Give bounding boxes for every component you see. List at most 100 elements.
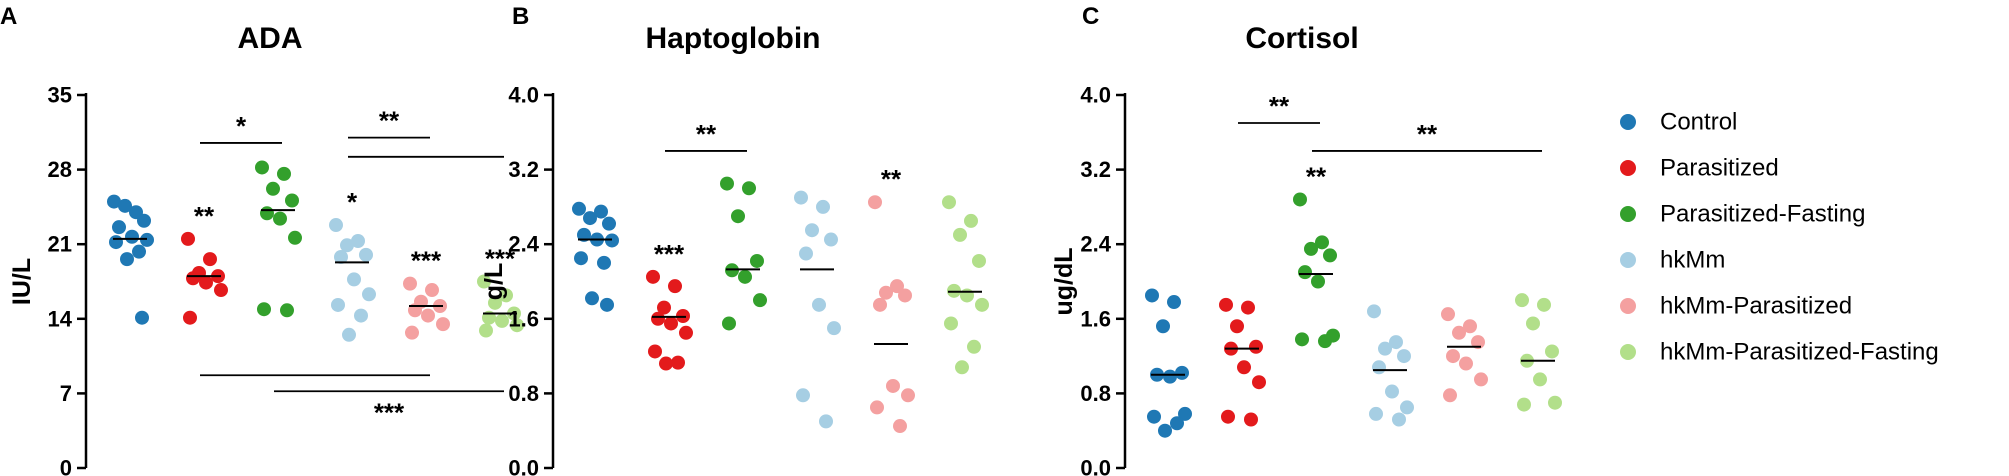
- data-point: [112, 220, 126, 235]
- data-point: [199, 275, 213, 290]
- significance-label: ***: [485, 244, 516, 274]
- data-point: [403, 276, 417, 291]
- bracket-label: **: [696, 119, 717, 149]
- data-point: [137, 213, 151, 228]
- group-hkmm-parasitized-fasting: [1515, 293, 1562, 412]
- data-point: [1244, 412, 1258, 427]
- data-point: [1372, 360, 1386, 375]
- data-point: [1446, 349, 1460, 364]
- group-hkmm: *: [329, 187, 376, 342]
- data-point: [1452, 325, 1466, 340]
- data-point: [1315, 235, 1329, 250]
- data-point: [816, 199, 830, 214]
- data-point: [477, 274, 491, 289]
- group-parasitized: ***: [646, 239, 693, 371]
- data-point: [890, 279, 904, 294]
- data-point: [827, 321, 841, 336]
- y-tick-label: 14: [48, 306, 73, 331]
- legend: Control Parasitized Parasitized-Fasting hkM…: [1620, 109, 1939, 366]
- data-point: [118, 198, 132, 213]
- data-point: [731, 209, 745, 224]
- data-point: [109, 235, 123, 250]
- data-point: [1389, 335, 1403, 350]
- y-tick-label: 1.6: [1080, 306, 1111, 331]
- legend-label: hkMm-Parasitized-Fasting: [1660, 339, 1939, 366]
- y-tick-label: 35: [48, 83, 72, 108]
- data-point: [354, 308, 368, 323]
- data-point: [738, 269, 752, 284]
- data-point: [1526, 316, 1540, 331]
- data-point: [1175, 365, 1189, 380]
- legend-marker: [1620, 206, 1636, 222]
- significance-label: **: [194, 201, 215, 231]
- data-point: [898, 288, 912, 303]
- y-tick-label: 2.4: [508, 232, 539, 257]
- legend-label: hkMm: [1660, 247, 1725, 274]
- data-point: [425, 283, 439, 298]
- data-point: [273, 211, 287, 226]
- group-control: [572, 201, 619, 312]
- y-tick-label: 4.0: [1080, 83, 1111, 108]
- data-point: [1323, 248, 1337, 263]
- y-tick-label: 1.6: [508, 306, 539, 331]
- data-point: [421, 308, 435, 323]
- data-point: [1443, 388, 1457, 403]
- data-point: [960, 288, 974, 303]
- data-point: [181, 231, 195, 246]
- data-point: [436, 317, 450, 332]
- data-point: [260, 206, 274, 221]
- bracket-label: **: [1269, 91, 1290, 121]
- data-point: [347, 272, 361, 287]
- data-point: [1311, 274, 1325, 289]
- data-point: [722, 316, 736, 331]
- data-point: [583, 211, 597, 226]
- data-point: [1545, 344, 1559, 359]
- y-tick-label: 4.0: [508, 83, 539, 108]
- data-point: [942, 195, 956, 210]
- data-point: [572, 201, 586, 216]
- data-point: [277, 166, 291, 181]
- data-point: [334, 249, 348, 264]
- data-point: [944, 316, 958, 331]
- data-point: [495, 313, 509, 328]
- y-tick-label: 7: [60, 381, 72, 406]
- data-point: [1170, 416, 1184, 431]
- data-point: [750, 253, 764, 268]
- data-point: [600, 297, 614, 312]
- data-point: [664, 316, 678, 331]
- data-point: [805, 223, 819, 238]
- data-point: [720, 176, 734, 191]
- data-point: [659, 356, 673, 371]
- y-tick-label: 3.2: [1080, 157, 1111, 182]
- legend-label: Parasitized-Fasting: [1660, 201, 1865, 228]
- group-parasitized: [1219, 297, 1266, 427]
- bracket-label: ***: [374, 397, 405, 427]
- data-point: [186, 271, 200, 286]
- data-point: [646, 269, 660, 284]
- panel-letter: B: [512, 3, 529, 30]
- data-point: [1533, 372, 1547, 387]
- data-point: [1167, 295, 1181, 310]
- data-point: [879, 285, 893, 300]
- data-point: [1219, 297, 1233, 312]
- legend-label: Control: [1660, 109, 1737, 136]
- chart-title: ADA: [238, 22, 303, 55]
- data-point: [1397, 349, 1411, 364]
- data-point: [1515, 293, 1529, 308]
- group-parasitized-fasting: [255, 160, 302, 318]
- data-point: [1252, 375, 1266, 390]
- data-point: [594, 204, 608, 219]
- data-point: [488, 295, 502, 310]
- group-hkmm: [794, 190, 841, 429]
- chart-title: Haptoglobin: [646, 22, 821, 55]
- legend-marker: [1620, 344, 1636, 360]
- data-point: [203, 252, 217, 267]
- data-point: [1392, 412, 1406, 427]
- y-tick-label: 0: [60, 456, 72, 476]
- data-point: [824, 232, 838, 247]
- data-point: [1548, 395, 1562, 410]
- data-point: [1474, 372, 1488, 387]
- data-point: [967, 339, 981, 354]
- data-point: [794, 190, 808, 205]
